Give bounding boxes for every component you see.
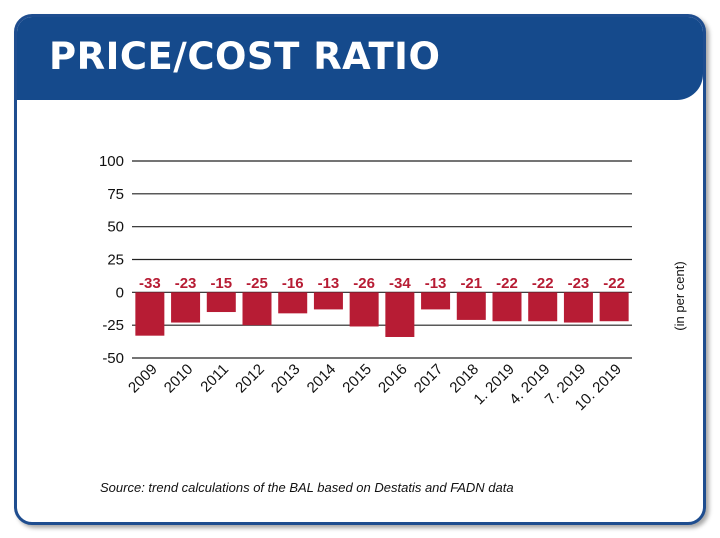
bar	[135, 292, 165, 336]
y-tick-labels: 100 75 50 25 0 -25 -50	[99, 153, 124, 367]
data-label: -25	[246, 275, 268, 292]
bar	[206, 292, 236, 313]
data-label: -15	[210, 275, 232, 292]
x-tick-label: 2017	[411, 361, 447, 397]
bar	[421, 292, 451, 310]
y-tick-label: 100	[99, 153, 124, 170]
data-label: -16	[282, 275, 304, 292]
data-label: -23	[568, 275, 590, 292]
x-tick-label: 2014	[304, 361, 340, 397]
bar	[492, 292, 522, 322]
bar	[349, 292, 379, 327]
x-tick-labels: 2009 2010 2011 2012 2013 2014 2015 2016 2017 2018…	[125, 361, 625, 414]
x-tick-label: 2013	[268, 361, 304, 397]
data-label: -22	[603, 275, 625, 292]
y-tick-label: 50	[107, 219, 124, 236]
bar	[313, 292, 343, 310]
y-tick-label: 75	[107, 186, 124, 203]
data-label: -33	[139, 275, 161, 292]
data-label: -26	[353, 275, 375, 292]
data-label: -23	[175, 275, 197, 292]
y-tick-label: 25	[107, 252, 124, 269]
x-tick-label: 2009	[125, 361, 161, 397]
data-label: -13	[318, 275, 340, 292]
data-label: -34	[389, 275, 411, 292]
bar	[242, 292, 272, 326]
bar	[599, 292, 629, 322]
unit-label: (in per cent)	[672, 261, 687, 330]
chart-card: PRICE/COST RATIO	[14, 14, 706, 525]
bars	[135, 292, 629, 337]
bar	[528, 292, 558, 322]
bar	[563, 292, 593, 323]
y-tick-label: 0	[116, 284, 124, 301]
data-label: -22	[496, 275, 518, 292]
y-tick-label: -25	[102, 317, 124, 334]
data-label: -13	[425, 275, 447, 292]
x-tick-label: 2012	[232, 361, 268, 397]
header-banner: PRICE/COST RATIO	[17, 17, 703, 100]
x-tick-label: 2010	[161, 361, 197, 397]
x-tick-label: 2011	[197, 361, 232, 396]
source-note: Source: trend calculations of the BAL ba…	[100, 480, 514, 495]
x-tick-label: 2016	[375, 361, 411, 397]
y-tick-label: -50	[102, 350, 124, 367]
x-tick-label: 2015	[339, 361, 375, 397]
bar	[278, 292, 308, 314]
grid-lines	[132, 160, 632, 359]
page-title: PRICE/COST RATIO	[49, 35, 441, 78]
bar	[171, 292, 201, 323]
data-labels: -33 -23 -15 -25 -16 -13 -26 -34 -13 -21 -22 -22 -23-…	[139, 275, 625, 292]
bar	[385, 292, 415, 337]
data-label: -22	[532, 275, 554, 292]
data-label: -21	[460, 275, 482, 292]
bar	[456, 292, 486, 320]
